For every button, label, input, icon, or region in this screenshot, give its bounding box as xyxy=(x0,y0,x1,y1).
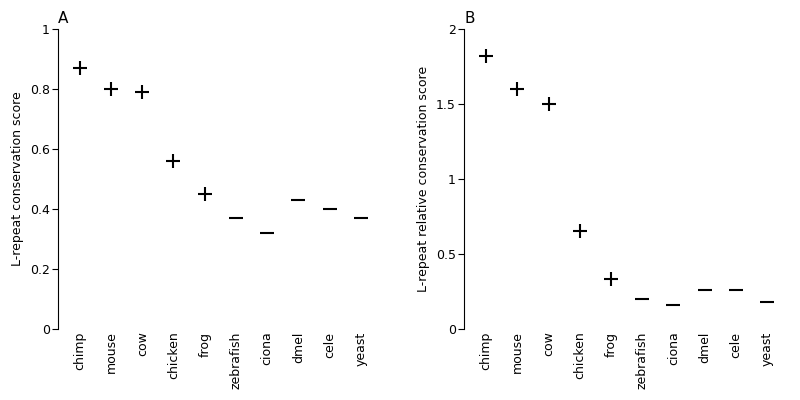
Text: A: A xyxy=(58,11,68,26)
Text: B: B xyxy=(464,11,474,26)
Y-axis label: L-repeat conservation score: L-repeat conservation score xyxy=(11,91,24,266)
Y-axis label: L-repeat relative conservation score: L-repeat relative conservation score xyxy=(418,66,430,292)
